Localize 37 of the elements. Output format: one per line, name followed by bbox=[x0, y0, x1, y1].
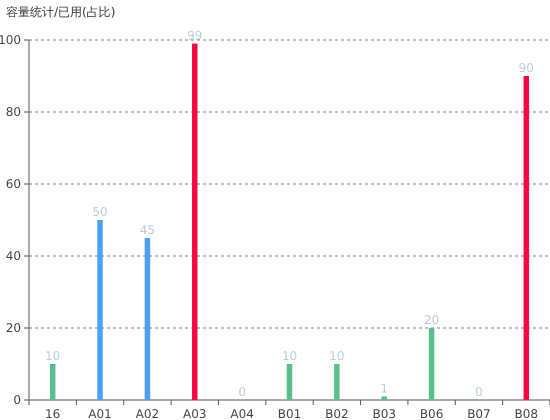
bar bbox=[428, 328, 434, 400]
data-label: 90 bbox=[518, 61, 534, 75]
x-tick-label: 16 bbox=[45, 407, 60, 420]
bar bbox=[97, 220, 103, 400]
data-label: 0 bbox=[238, 385, 246, 399]
data-label: 45 bbox=[140, 223, 156, 237]
data-label: 50 bbox=[92, 205, 108, 219]
x-tick-label: A01 bbox=[88, 407, 112, 420]
y-tick-label: 40 bbox=[6, 249, 21, 263]
x-tick-label: A02 bbox=[136, 407, 160, 420]
x-tick-label: B06 bbox=[420, 407, 444, 420]
bar bbox=[144, 238, 150, 400]
y-tick-label: 0 bbox=[13, 393, 21, 407]
x-tick-label: B01 bbox=[278, 407, 302, 420]
bar bbox=[286, 364, 292, 400]
x-tick-label: B02 bbox=[325, 407, 349, 420]
bar bbox=[50, 364, 56, 400]
bar bbox=[524, 76, 530, 400]
x-tick-label: B03 bbox=[372, 407, 396, 420]
y-tick-label: 60 bbox=[6, 177, 21, 191]
data-label: 10 bbox=[282, 349, 298, 363]
x-tick-label: A03 bbox=[183, 407, 207, 420]
data-label: 10 bbox=[329, 349, 345, 363]
data-label: 1 bbox=[380, 381, 388, 396]
bar bbox=[334, 364, 340, 400]
y-tick-label: 20 bbox=[6, 321, 21, 335]
bar bbox=[192, 44, 198, 400]
data-label: 99 bbox=[187, 28, 202, 43]
x-tick-label: A04 bbox=[230, 407, 254, 420]
y-tick-label: 80 bbox=[6, 105, 21, 119]
x-tick-label: B07 bbox=[467, 407, 491, 420]
data-label: 0 bbox=[475, 385, 483, 399]
data-label: 20 bbox=[424, 313, 440, 327]
x-tick-label: B08 bbox=[514, 407, 538, 420]
y-axis-title: 容量统计/已用(占比) bbox=[6, 5, 116, 19]
bar bbox=[381, 396, 387, 400]
data-label: 10 bbox=[45, 349, 60, 363]
